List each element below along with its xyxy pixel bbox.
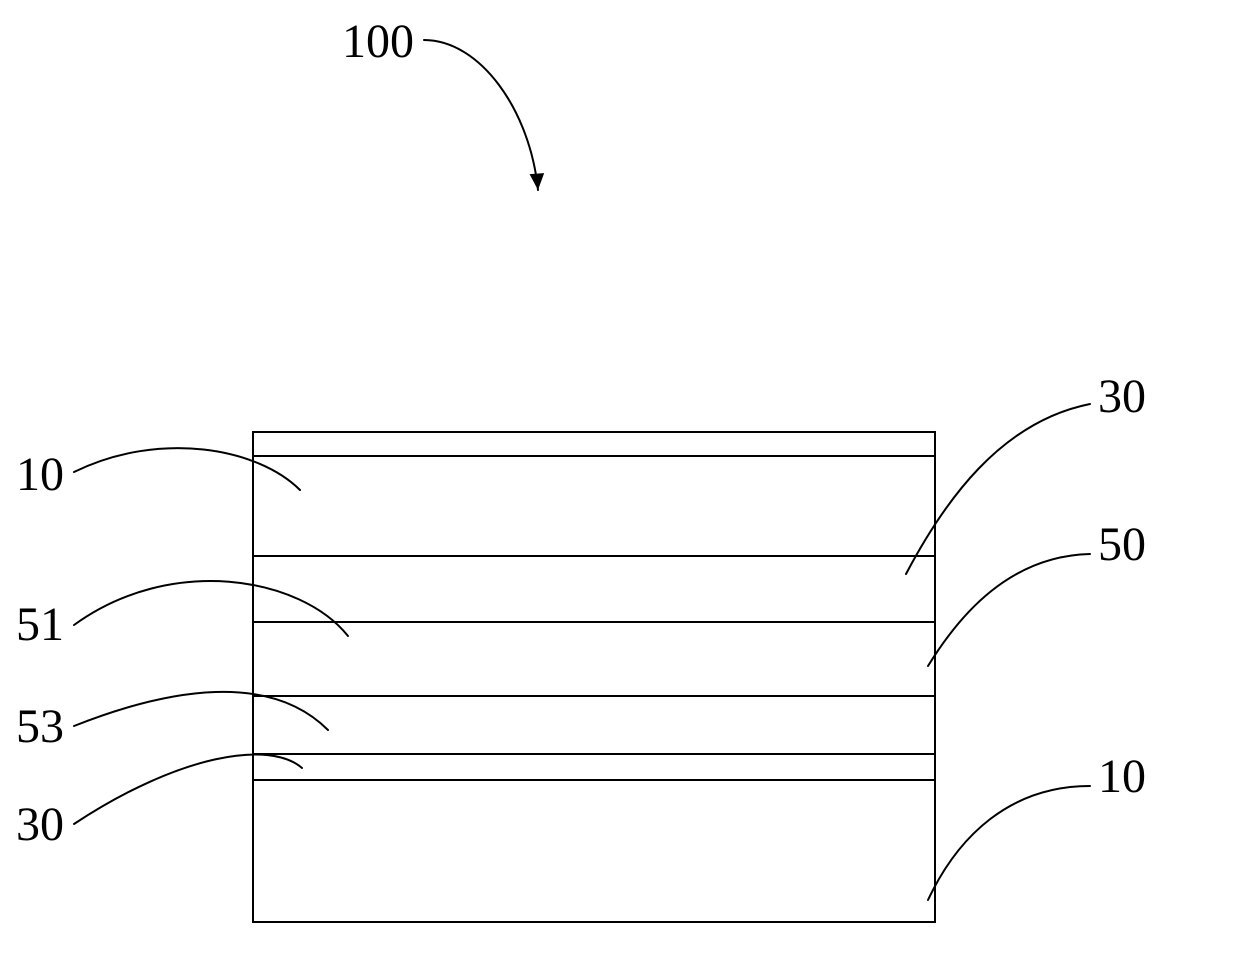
callout-label: 10: [16, 448, 64, 501]
callout-label: 10: [1098, 750, 1146, 803]
callout-label: 53: [16, 700, 64, 753]
callout-label: 100: [342, 15, 414, 68]
canvas-bg: [0, 0, 1240, 954]
callout-label: 51: [16, 598, 64, 651]
callout-label: 50: [1098, 518, 1146, 571]
callout-label: 30: [1098, 370, 1146, 423]
diagram-svg: 100 10 51 53 30 30 50 10: [0, 0, 1240, 954]
callout-label: 30: [16, 798, 64, 851]
